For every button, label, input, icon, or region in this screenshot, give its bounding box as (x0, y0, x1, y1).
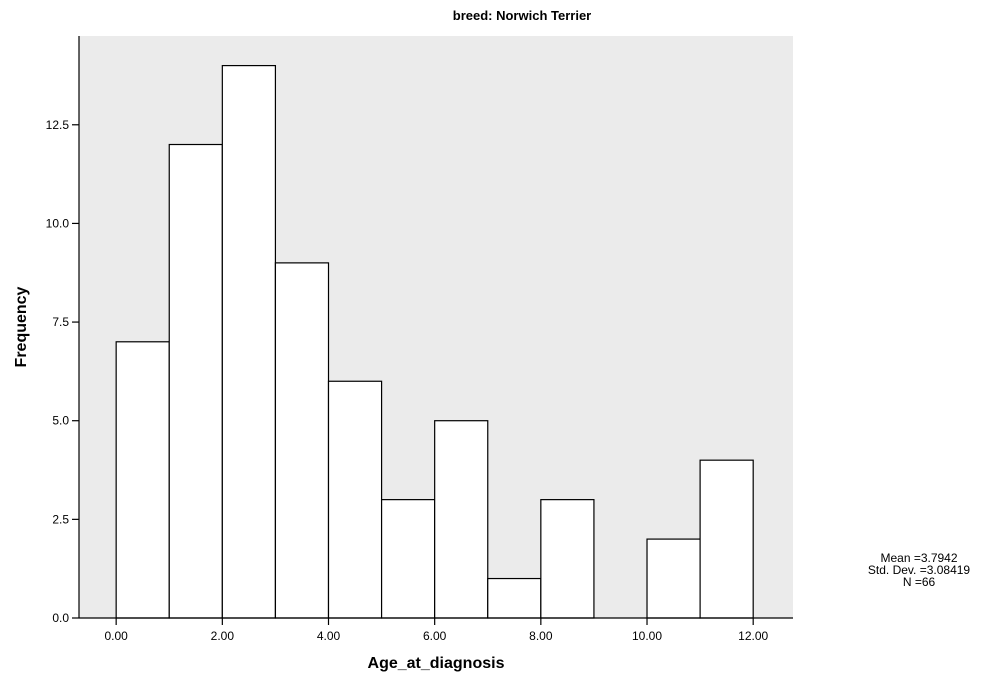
stat-std-dev: Std. Dev. =3.08419 (867, 563, 971, 577)
histogram-bar (487, 577, 542, 619)
histogram-bar (274, 262, 330, 619)
stat-n: N =66 (902, 575, 936, 589)
x-tick-label: 12.00 (738, 629, 768, 643)
y-tick-label: 0.0 (52, 611, 69, 625)
bars-group (115, 64, 754, 619)
x-tick-label: 6.00 (423, 629, 447, 643)
histogram-bar (646, 538, 701, 619)
histogram-bar (380, 499, 436, 619)
histogram-bar (115, 341, 170, 619)
histogram-bar (540, 499, 595, 619)
stat-mean: Mean =3.7942 (880, 551, 958, 565)
histogram-bar (699, 459, 754, 619)
x-tick-label: 8.00 (529, 629, 553, 643)
histogram-bar (221, 64, 277, 619)
y-tick-label: 12.5 (46, 118, 70, 132)
x-tick-label: 4.00 (317, 629, 341, 643)
y-tick-label: 7.5 (52, 315, 69, 329)
statistics-box: Mean =3.7942 Std. Dev. =3.08419 N =66 (836, 552, 1002, 588)
x-tick-label: 2.00 (211, 629, 235, 643)
y-tick-label: 10.0 (46, 216, 70, 230)
y-tick-label: 5.0 (52, 414, 69, 428)
x-tick-label: 10.00 (632, 629, 662, 643)
x-tick-label: 0.00 (104, 629, 128, 643)
chart-title: breed: Norwich Terrier (453, 8, 591, 23)
y-tick-label: 2.5 (52, 512, 69, 526)
y-axis-label: Frequency (13, 286, 30, 367)
x-axis-label: Age_at_diagnosis (368, 655, 505, 672)
axes-group: 0.0 2.5 5.0 7.5 10.0 12.5 0.00 2.00 4.00 6.00 8.00… (46, 36, 793, 643)
histogram-bar (168, 143, 223, 619)
histogram-bar (327, 380, 383, 619)
histogram-bar (434, 420, 489, 619)
